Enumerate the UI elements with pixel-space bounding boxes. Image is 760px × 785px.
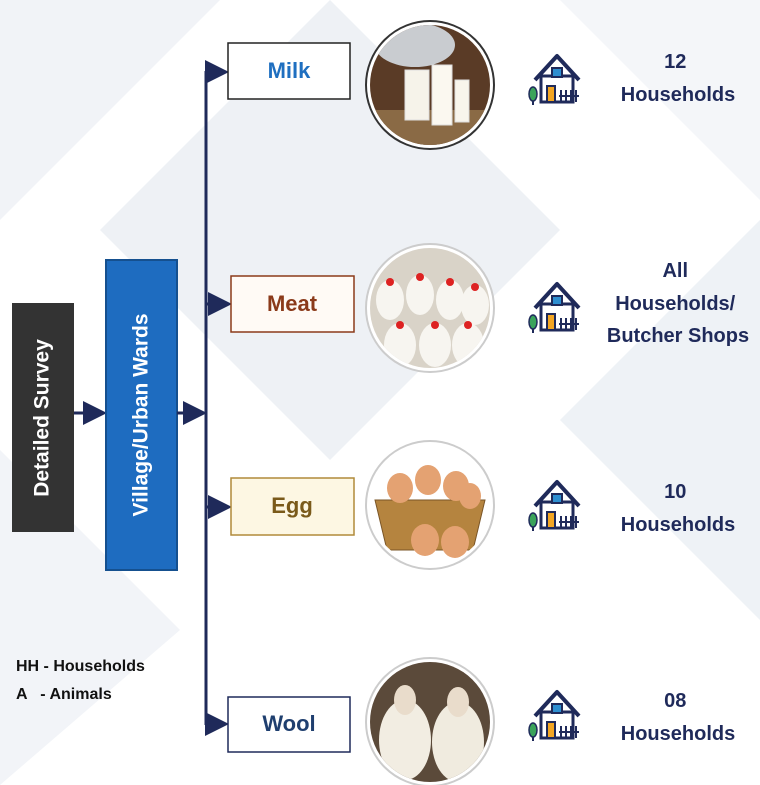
root-label: Detailed Survey [31, 339, 54, 497]
text-line: Households/ [615, 293, 735, 315]
text-line: Households [621, 723, 735, 745]
text-line: Butcher Shops [607, 325, 749, 347]
text-line: 12 [664, 51, 686, 73]
item-label: Milk [268, 58, 312, 83]
legend-item: HH - Households [16, 658, 145, 675]
text-line: All [662, 260, 688, 282]
item-label: Egg [271, 493, 313, 518]
level2-label: Village/Urban Wards [130, 313, 153, 516]
legend-item: A - Animals [16, 686, 112, 703]
item-label: Meat [267, 291, 318, 316]
item-label: Wool [262, 711, 315, 736]
text-line: 08 [664, 690, 686, 712]
page: {"root": {"label": "Detailed Survey"}, "… [0, 0, 760, 785]
text-line: Households [621, 514, 735, 536]
diagram: Detailed Survey Village/Urban Wards Milk… [0, 0, 760, 785]
text-line: Households [621, 84, 735, 106]
text-line: 10 [664, 481, 686, 503]
